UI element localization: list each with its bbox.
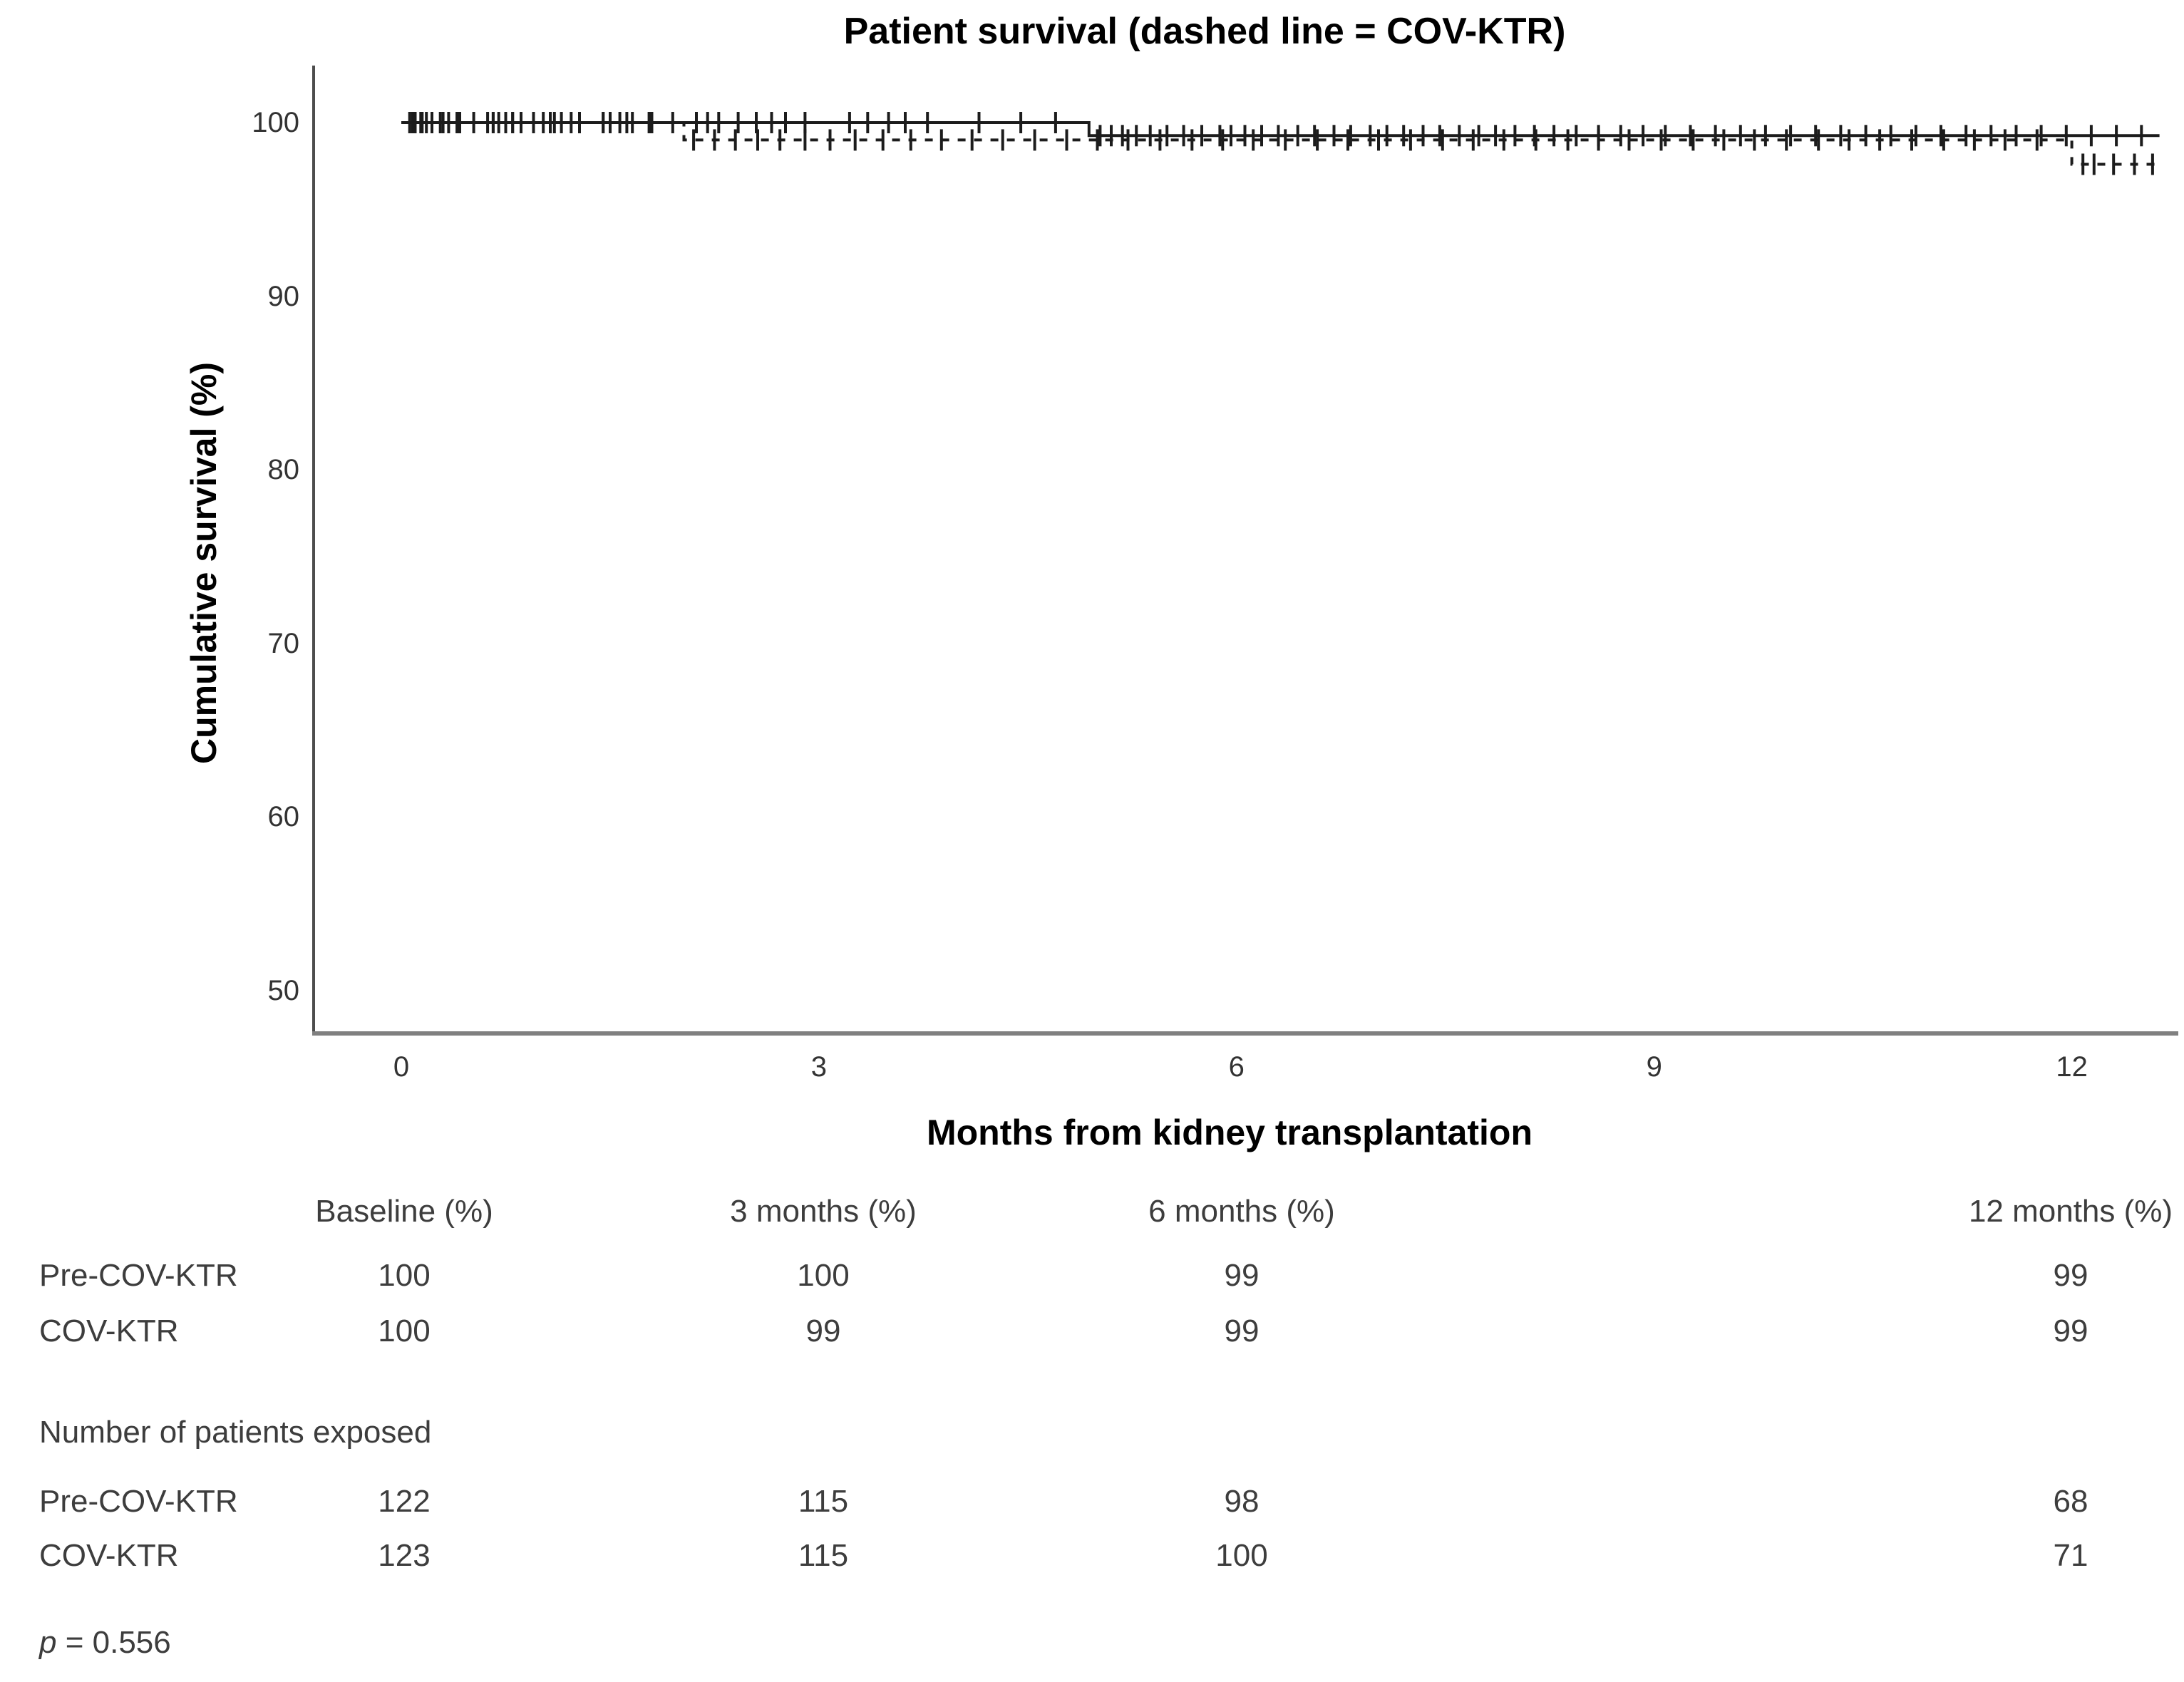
value-cell: 100 — [378, 1258, 431, 1293]
column-header-3months: 3 months (%) — [730, 1194, 917, 1229]
x-tick-label: 0 — [393, 1051, 410, 1083]
x-axis-title: Months from kidney transplantation — [926, 1113, 1533, 1152]
value-cell: 115 — [798, 1538, 849, 1573]
row-label: COV-KTR — [39, 1314, 179, 1348]
value-cell: 99 — [1224, 1258, 1260, 1293]
row-label: COV-KTR — [39, 1538, 179, 1573]
value-cell: 71 — [2053, 1538, 2088, 1573]
value-cell: 100 — [797, 1258, 850, 1293]
column-header-6months: 6 months (%) — [1148, 1194, 1335, 1229]
x-tick-label: 3 — [810, 1051, 828, 1083]
x-tick-label: 6 — [1228, 1051, 1245, 1083]
value-cell: 100 — [1215, 1538, 1268, 1573]
y-tick-label: 60 — [267, 801, 300, 833]
column-header-12months: 12 months (%) — [1968, 1194, 2173, 1229]
y-tick-label: 90 — [267, 280, 300, 312]
y-axis-title: Cumulative survival (%) — [184, 361, 224, 765]
value-cell: 99 — [2053, 1314, 2088, 1348]
value-cell: 122 — [378, 1484, 431, 1519]
value-cell: 99 — [2053, 1258, 2088, 1293]
x-tick-label: 9 — [1646, 1051, 1662, 1083]
table-header-row: Baseline (%) 3 months (%) 6 months (%) 1… — [0, 1192, 2184, 1232]
table-row-precov-exposed: Pre-COV-KTR 122 115 98 68 — [0, 1482, 2184, 1522]
exposed-heading: Number of patients exposed — [39, 1415, 432, 1450]
p-value: p = 0.556 — [0, 1623, 2184, 1663]
row-label: Pre-COV-KTR — [39, 1258, 238, 1293]
p-value-text: = 0.556 — [56, 1625, 171, 1660]
value-cell: 98 — [1224, 1484, 1260, 1519]
cov-ktr-survival-line — [401, 121, 2160, 166]
pre-cov-ktr-survival-line — [401, 121, 2160, 138]
x-tick-label: 12 — [2056, 1051, 2088, 1083]
exposed-heading-row: Number of patients exposed — [0, 1413, 2184, 1453]
value-cell: 115 — [798, 1484, 849, 1519]
chart-title: Patient survival (dashed line = COV-KTR) — [843, 11, 1566, 52]
value-cell: 99 — [1224, 1314, 1260, 1348]
value-cell: 100 — [378, 1314, 431, 1348]
p-symbol: p — [39, 1625, 57, 1660]
value-cell: 99 — [805, 1314, 841, 1348]
survival-plot — [312, 66, 2178, 1036]
cov-ktr-censor-marks — [411, 112, 2154, 175]
row-label: Pre-COV-KTR — [39, 1484, 238, 1519]
y-tick-label: 70 — [267, 627, 300, 659]
column-header-baseline: Baseline (%) — [315, 1194, 493, 1229]
y-tick-label: 80 — [267, 454, 300, 486]
y-tick-label: 50 — [267, 975, 300, 1006]
table-row-cov-survival: COV-KTR 100 99 99 99 — [0, 1311, 2184, 1351]
value-cell: 123 — [378, 1538, 431, 1573]
table-row-cov-exposed: COV-KTR 123 115 100 71 — [0, 1536, 2184, 1576]
value-cell: 68 — [2053, 1484, 2088, 1519]
table-row-precov-survival: Pre-COV-KTR 100 100 99 99 — [0, 1256, 2184, 1296]
y-tick-label: 100 — [252, 107, 299, 138]
